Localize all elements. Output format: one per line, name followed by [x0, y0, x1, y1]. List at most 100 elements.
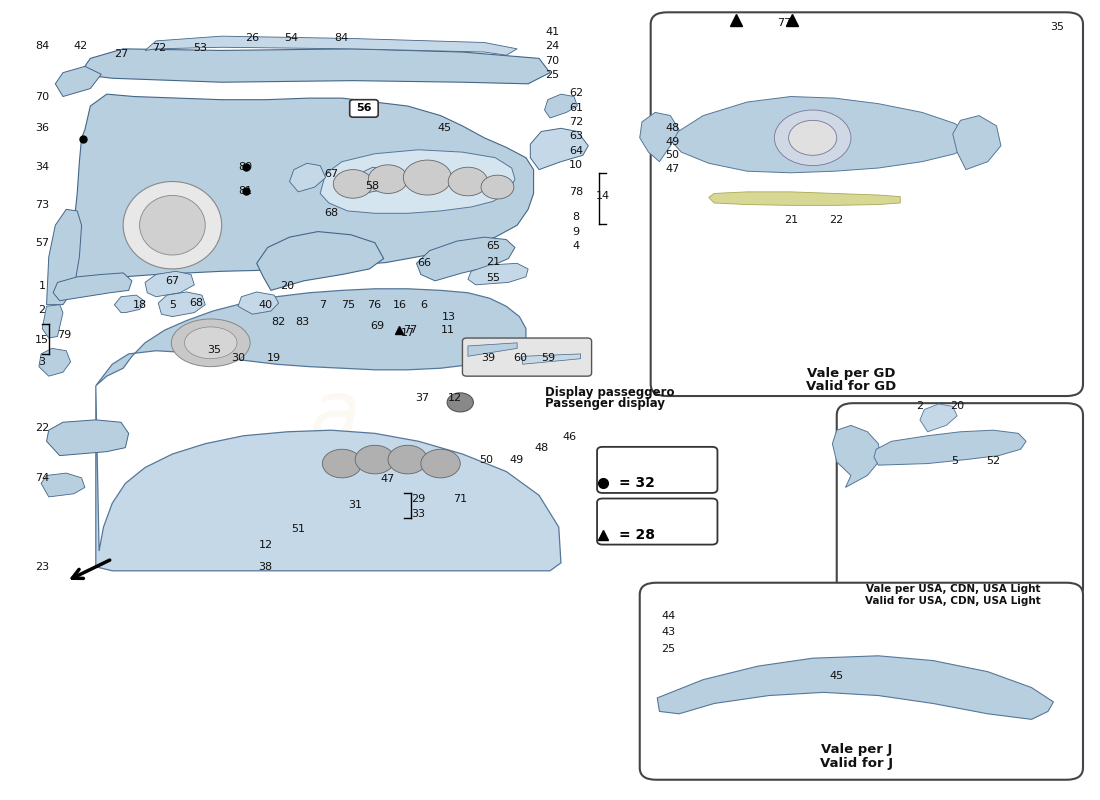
FancyBboxPatch shape [597, 447, 717, 493]
FancyBboxPatch shape [640, 582, 1084, 780]
Text: 42: 42 [74, 42, 88, 51]
Text: 31: 31 [349, 500, 362, 510]
Text: 4: 4 [573, 241, 580, 251]
Text: 76: 76 [366, 300, 381, 310]
FancyBboxPatch shape [597, 498, 717, 545]
Text: 25: 25 [546, 70, 559, 80]
Text: 52: 52 [987, 456, 1000, 466]
Text: Valid for USA, CDN, USA Light: Valid for USA, CDN, USA Light [865, 596, 1041, 606]
Text: 29: 29 [411, 494, 426, 503]
Text: 12: 12 [448, 394, 462, 403]
Polygon shape [468, 342, 517, 356]
Text: 50: 50 [480, 454, 494, 465]
Polygon shape [530, 128, 588, 170]
Text: Vale per USA, CDN, USA Light: Vale per USA, CDN, USA Light [866, 584, 1040, 594]
Ellipse shape [185, 327, 236, 358]
Circle shape [789, 120, 837, 155]
FancyBboxPatch shape [350, 100, 378, 117]
Text: 56: 56 [356, 103, 372, 114]
Text: 43: 43 [661, 627, 675, 637]
Polygon shape [79, 49, 550, 84]
Text: 46: 46 [562, 431, 576, 442]
FancyBboxPatch shape [651, 12, 1084, 396]
Text: 84: 84 [35, 42, 50, 51]
Text: 5: 5 [169, 300, 176, 310]
Text: 70: 70 [35, 91, 50, 102]
FancyBboxPatch shape [837, 403, 1084, 600]
Polygon shape [55, 66, 101, 97]
Ellipse shape [172, 319, 250, 366]
Text: 53: 53 [192, 43, 207, 53]
Circle shape [388, 446, 428, 474]
Text: 35: 35 [207, 345, 221, 355]
Polygon shape [522, 354, 581, 364]
Text: 10: 10 [570, 160, 583, 170]
Text: 24: 24 [546, 42, 559, 51]
Text: 12: 12 [258, 539, 273, 550]
Text: 55: 55 [486, 273, 500, 282]
Text: a: a [309, 376, 361, 457]
Text: 77: 77 [777, 18, 791, 29]
Text: 39: 39 [482, 353, 496, 363]
Circle shape [421, 450, 460, 478]
Polygon shape [289, 163, 326, 192]
Text: Vale per J: Vale per J [821, 743, 892, 756]
Text: 75: 75 [342, 300, 355, 310]
Text: 84: 84 [333, 33, 348, 42]
Text: 66: 66 [417, 258, 431, 268]
Polygon shape [708, 192, 900, 206]
Circle shape [447, 393, 473, 412]
Text: 72: 72 [569, 117, 583, 127]
Text: 15: 15 [35, 335, 50, 346]
Polygon shape [238, 292, 278, 314]
Text: 3: 3 [39, 357, 46, 367]
Text: 54: 54 [285, 33, 299, 42]
Text: 48: 48 [666, 123, 680, 134]
Text: 26: 26 [245, 33, 260, 42]
Text: 20: 20 [950, 402, 965, 411]
Text: 81: 81 [239, 186, 253, 196]
Text: 50: 50 [666, 150, 680, 160]
Text: Valid for J: Valid for J [820, 758, 893, 770]
Text: 36: 36 [35, 123, 50, 134]
Text: 64: 64 [569, 146, 583, 155]
Text: 71: 71 [453, 494, 468, 503]
Polygon shape [640, 113, 679, 162]
Text: = 28: = 28 [619, 528, 654, 542]
Polygon shape [320, 150, 515, 214]
Text: 77: 77 [403, 325, 417, 335]
FancyBboxPatch shape [462, 338, 592, 376]
Text: 68: 68 [324, 208, 338, 218]
Text: 9: 9 [573, 226, 580, 237]
Text: 16: 16 [393, 300, 407, 310]
Text: 40: 40 [258, 300, 273, 310]
Polygon shape [145, 271, 195, 297]
Text: 51: 51 [292, 524, 306, 534]
Circle shape [333, 170, 373, 198]
Polygon shape [658, 656, 1054, 719]
Polygon shape [256, 231, 384, 290]
Text: 17: 17 [400, 328, 415, 338]
Polygon shape [145, 36, 517, 55]
Text: 69: 69 [370, 321, 384, 331]
Text: 68: 68 [189, 298, 204, 308]
Text: 49: 49 [666, 137, 680, 147]
Polygon shape [42, 305, 63, 338]
Polygon shape [874, 430, 1026, 465]
Text: 47: 47 [381, 474, 395, 485]
Text: 21: 21 [783, 215, 798, 226]
Text: 5: 5 [952, 456, 958, 466]
Text: 2: 2 [39, 306, 46, 315]
Polygon shape [74, 94, 534, 297]
Text: 6: 6 [420, 300, 428, 310]
Polygon shape [544, 94, 578, 118]
Polygon shape [417, 237, 515, 281]
Text: 67: 67 [165, 276, 179, 286]
Text: 34: 34 [35, 162, 50, 172]
Text: 7: 7 [319, 300, 326, 310]
Text: 14: 14 [595, 191, 609, 201]
Text: Passenger display: Passenger display [544, 397, 664, 410]
Text: 8: 8 [573, 212, 580, 222]
Text: = 32: = 32 [619, 477, 654, 490]
Polygon shape [468, 263, 528, 285]
